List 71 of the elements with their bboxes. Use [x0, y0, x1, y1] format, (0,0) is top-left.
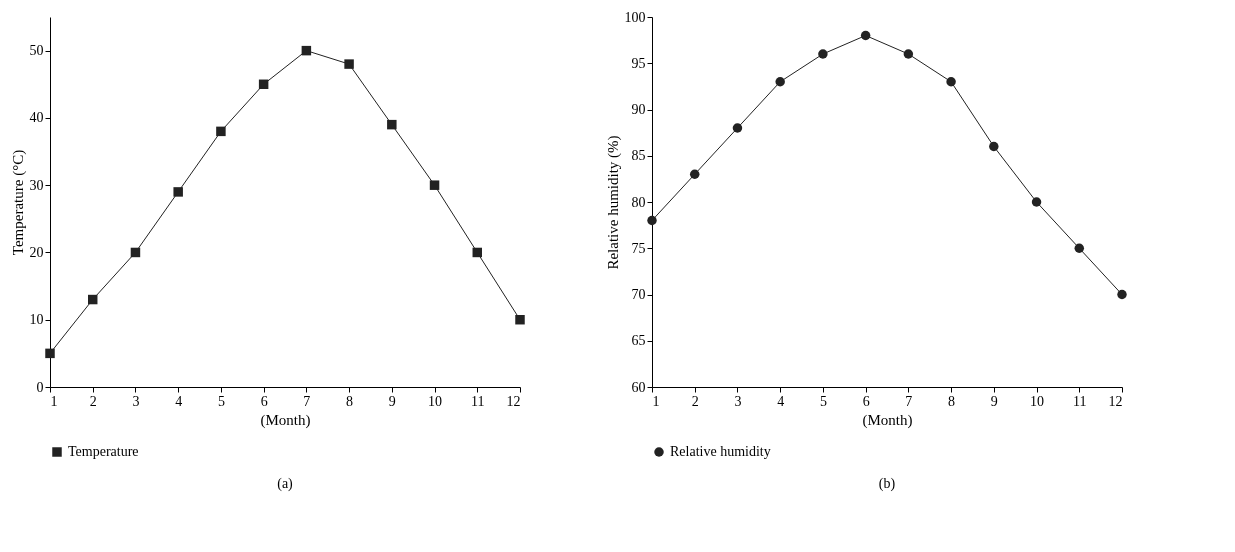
- x-tick-label: 3: [734, 393, 742, 409]
- point: [1074, 243, 1085, 253]
- x-tick-label: 9: [388, 393, 396, 409]
- x-tick-label: 12: [1108, 393, 1123, 409]
- x-tick-label: 6: [260, 393, 268, 409]
- point: [130, 247, 141, 258]
- x-tick-label: 11: [1073, 393, 1087, 409]
- y-tick-label: 75: [631, 240, 646, 256]
- point: [1031, 197, 1042, 207]
- x-tick-label: 5: [819, 393, 827, 409]
- point: [387, 119, 397, 130]
- y-tick-label: 0: [36, 379, 44, 395]
- y-tick-label: 65: [631, 333, 646, 349]
- point: [515, 314, 525, 325]
- x-tick-label: 5: [217, 393, 225, 409]
- point: [689, 169, 700, 179]
- x-tick-label: 2: [89, 393, 97, 409]
- x-tick-label: 12: [506, 393, 521, 409]
- point: [647, 215, 657, 226]
- y-tick-label: 90: [631, 102, 646, 117]
- point: [903, 49, 914, 59]
- y-tick-label: 80: [631, 194, 646, 210]
- x-tick-label: 1: [652, 393, 660, 409]
- point: [775, 77, 785, 87]
- x-tick-label: 4: [777, 393, 785, 409]
- x-axis-title: (Month): [260, 411, 311, 429]
- y-tick-label: 30: [29, 177, 44, 193]
- x-tick-label: 1: [50, 393, 58, 409]
- y-tick-label: 85: [631, 148, 646, 164]
- point: [301, 45, 312, 56]
- x-tick-label: 2: [691, 393, 699, 409]
- x-axis-title: (Month): [862, 411, 913, 429]
- point: [429, 180, 440, 190]
- x-tick-label: 11: [471, 393, 485, 409]
- point: [732, 123, 743, 133]
- x-tick-label: 10: [1030, 393, 1045, 409]
- point: [1117, 289, 1127, 300]
- x-tick-label: 8: [346, 393, 354, 409]
- point: [818, 49, 828, 59]
- y-tick-label: 20: [29, 244, 44, 260]
- point: [946, 77, 956, 87]
- text: (b): [878, 476, 896, 492]
- x-tick-label: 4: [175, 393, 183, 409]
- point: [860, 30, 871, 41]
- y-tick-label: 40: [29, 110, 44, 126]
- point: [173, 187, 183, 197]
- x-tick-label: 3: [132, 393, 140, 409]
- x-tick-label: 8: [948, 393, 956, 409]
- x-tick-label: 10: [428, 393, 443, 409]
- x-tick-label: 9: [990, 393, 998, 409]
- y-axis-title: Relative humidity (%): [604, 135, 622, 270]
- x-tick-label: 6: [862, 393, 870, 409]
- legend-label: Temperature: [68, 444, 139, 459]
- point: [472, 247, 483, 258]
- y-tick-label: 100: [624, 9, 646, 25]
- point: [344, 59, 354, 69]
- text: (a): [277, 476, 294, 492]
- x-tick-label: 7: [905, 393, 913, 409]
- legend-label: Relative humidity: [670, 444, 771, 459]
- point: [45, 348, 55, 359]
- y-tick-label: 50: [29, 43, 44, 59]
- y-tick-label: 60: [631, 379, 646, 395]
- y-tick-label: 95: [631, 55, 646, 71]
- y-tick-label: 70: [631, 287, 646, 302]
- y-tick-label: 10: [29, 312, 44, 328]
- point: [216, 126, 226, 137]
- y-axis-title: Temperature (°C): [9, 149, 27, 256]
- x-tick-label: 7: [303, 393, 311, 409]
- point: [989, 141, 999, 152]
- point: [258, 79, 269, 90]
- point: [87, 294, 98, 305]
